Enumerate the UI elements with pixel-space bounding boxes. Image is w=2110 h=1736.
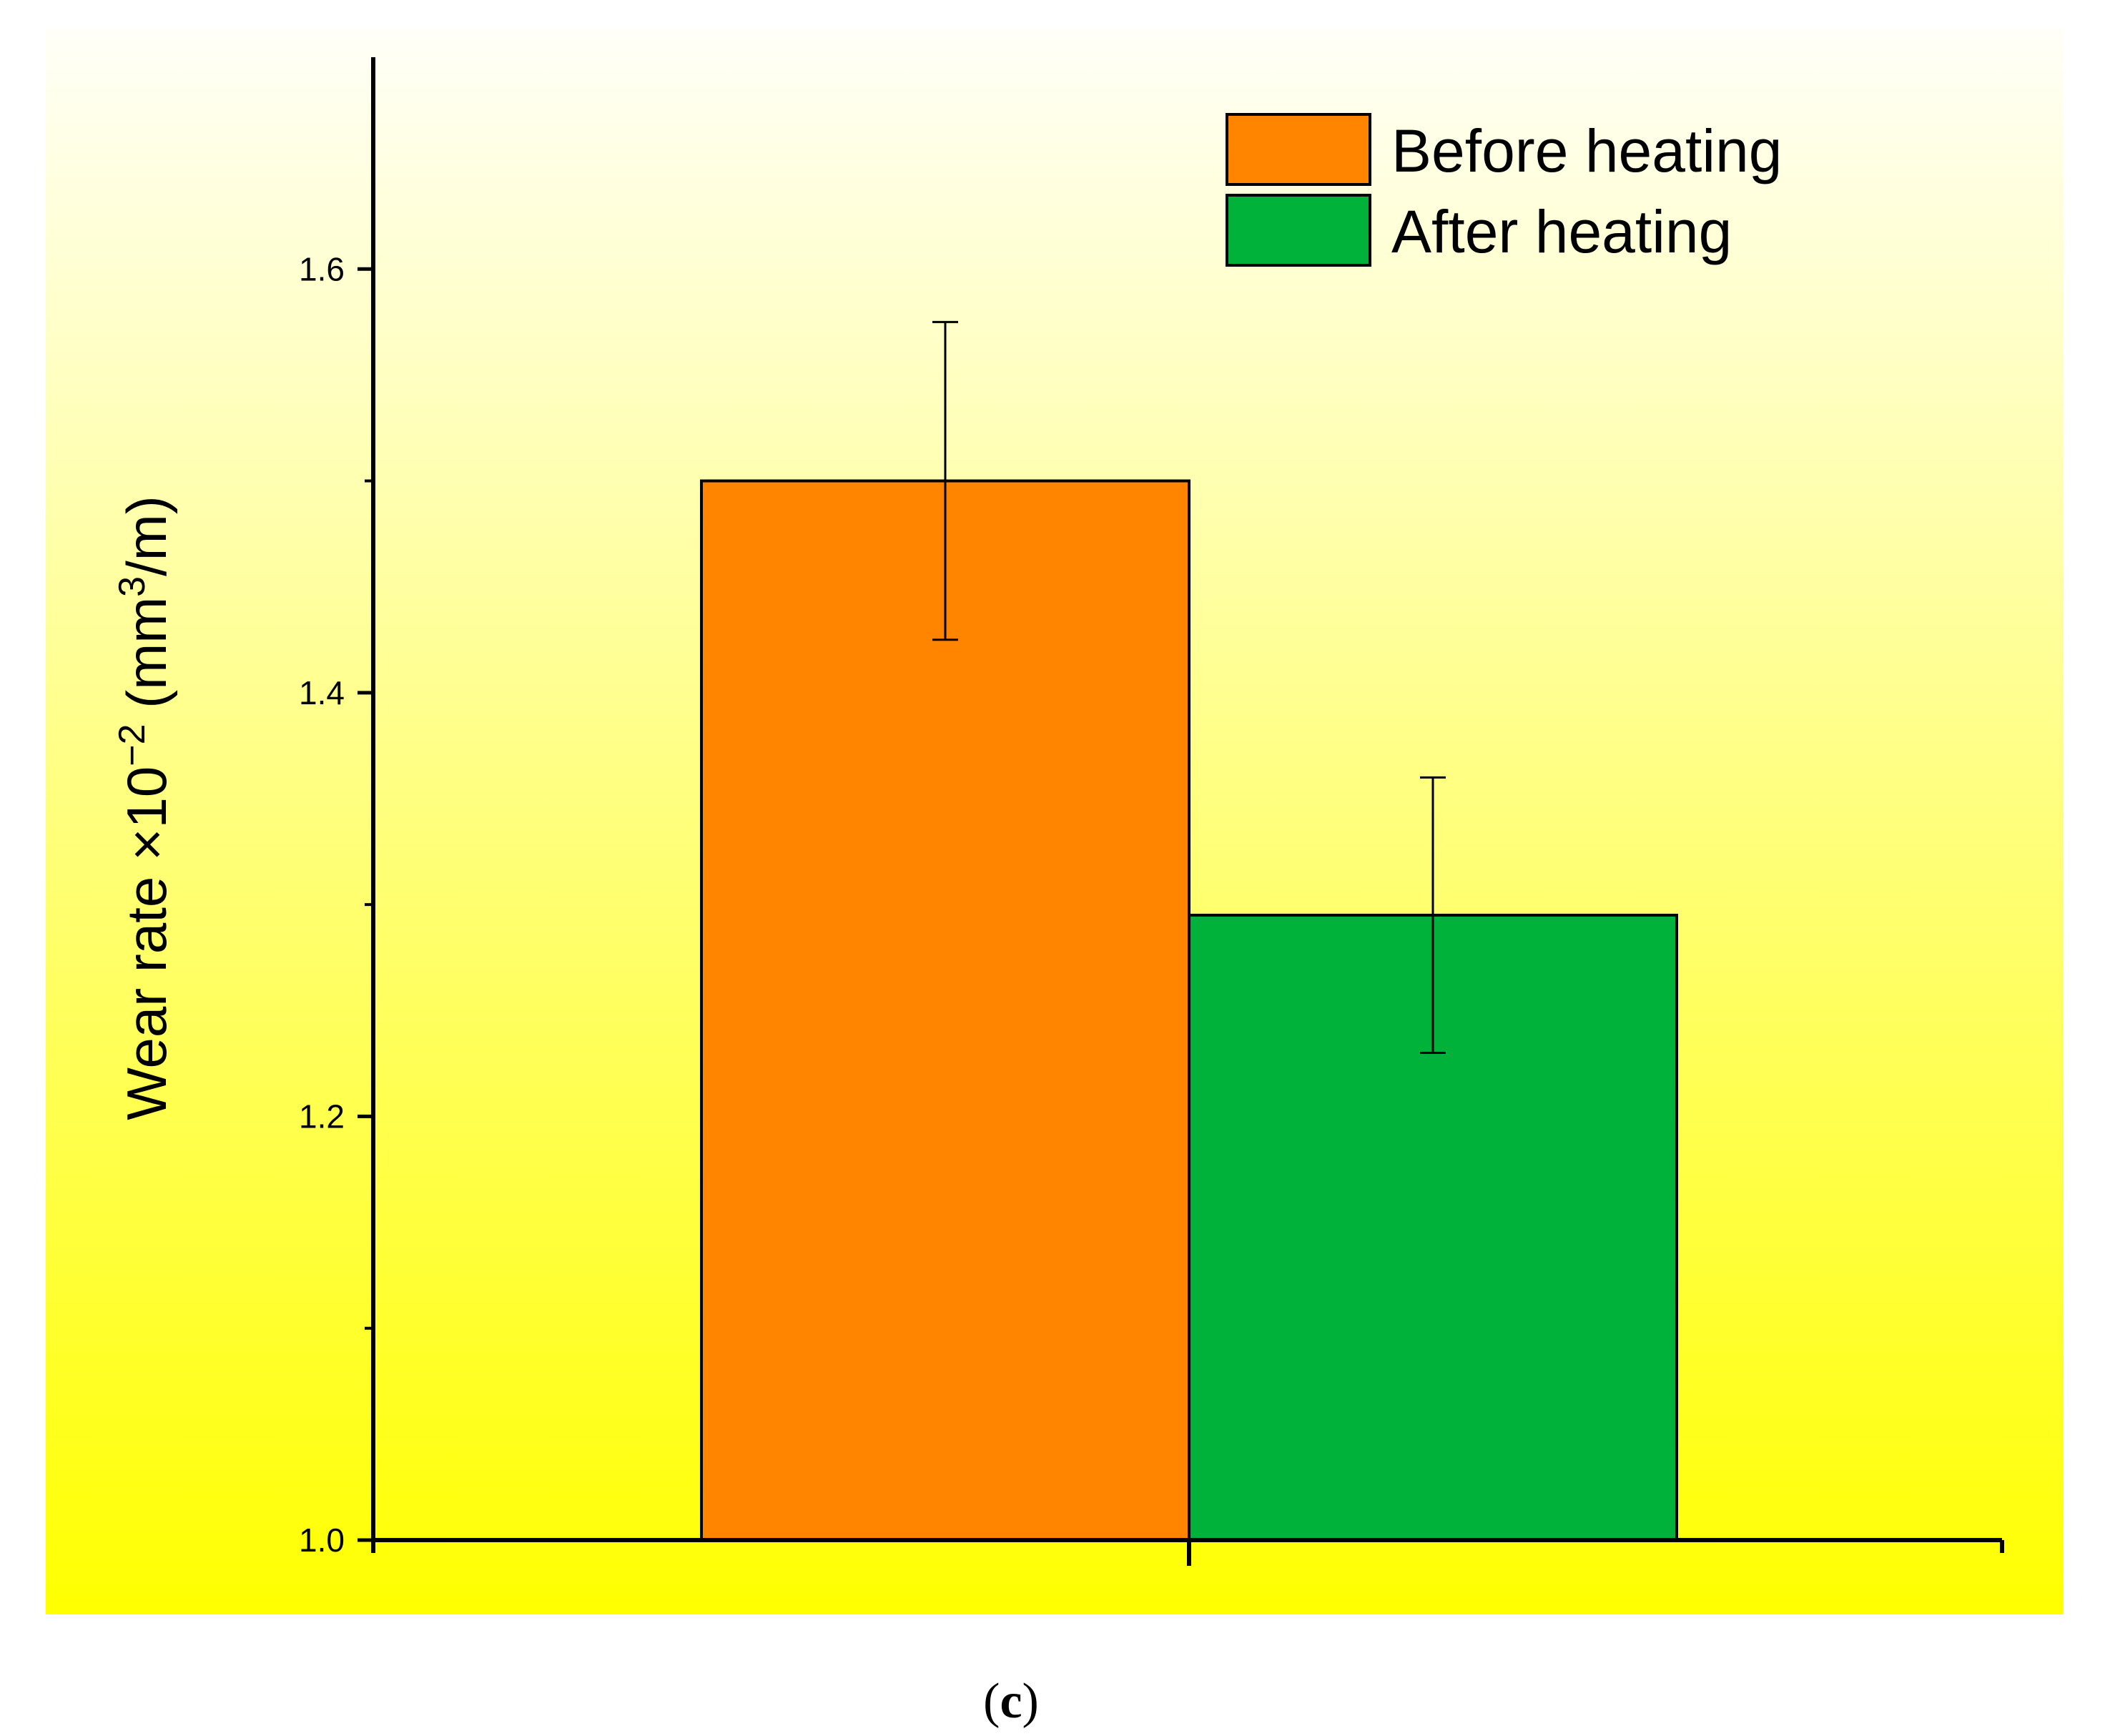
y-axis-label-exponent: −2 [112,724,153,766]
caption-open: ( [983,1674,1000,1729]
error-bar-after-heating [1420,776,1446,1055]
legend-label-before-heating: Before heating [1391,117,1782,184]
y-axis-label-unit-close: /m) [115,495,178,576]
y-tick-label: 1.6 [299,250,345,287]
y-tick-label: 1.2 [299,1098,345,1135]
error-bar-before-heating [932,320,958,641]
y-axis-label: Wear rate ×10−2 (mm3/m) [112,495,178,1120]
caption-letter: c [1000,1674,1022,1729]
bar-before-heating [700,479,1190,1542]
y-axis-label-unit-open: (mm [115,597,178,724]
error-bars-group [932,320,1446,1055]
figure-caption: (c) [983,1674,1039,1729]
y-tick-label: 1.4 [299,674,345,711]
legend-swatch-after-heating [1226,194,1371,267]
y-axis-label-unit-exponent: 3 [112,576,153,597]
caption-close: ) [1022,1674,1039,1729]
y-tick-label: 1.0 [299,1522,345,1559]
legend-label-after-heating: After heating [1391,198,1732,265]
legend-swatch-before-heating [1226,113,1371,186]
y-ticks-group: 1.0 1.2 1.4 1.6 [299,250,373,1559]
y-axis-label-prefix: Wear rate ×10 [115,766,178,1120]
legend: Before heating After heating [1226,113,1782,267]
